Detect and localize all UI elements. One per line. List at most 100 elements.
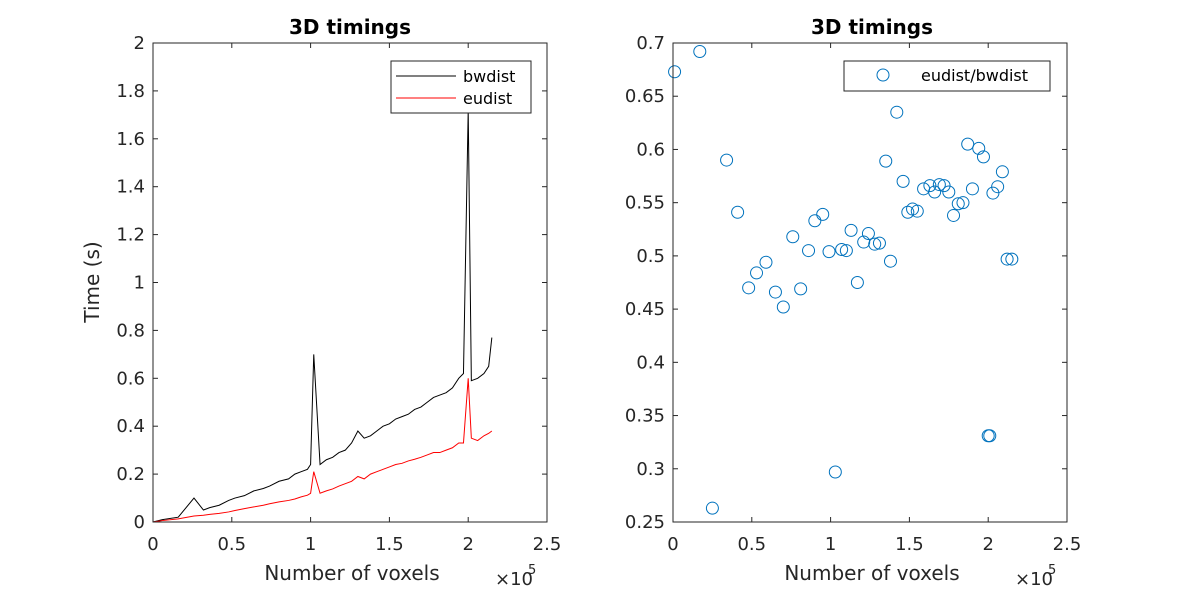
scatter-point xyxy=(951,197,965,211)
y-tick-label: 0.45 xyxy=(625,299,665,320)
left-plot-area xyxy=(152,110,493,523)
scatter-point xyxy=(965,182,979,196)
scatter-point xyxy=(879,154,893,168)
scatter-point xyxy=(835,243,849,257)
y-tick-label: 0.6 xyxy=(636,139,665,160)
right-x-exponent: ×10 5 xyxy=(1015,563,1056,590)
y-tick-label: 0.7 xyxy=(636,33,665,54)
scatter-point xyxy=(731,205,745,219)
scatter-point xyxy=(883,254,897,268)
x-tick-label: 1 xyxy=(825,534,836,555)
left-x-exponent-power: 5 xyxy=(528,563,536,578)
right-x-exponent-power: 5 xyxy=(1048,563,1056,578)
left-ticks: 0 0.5 1 1.5 2 2.5 0 0.2 0.4 0.6 0.8 1 1.2 1.4 1.6 1.8 2 xyxy=(116,33,561,555)
scatter-point xyxy=(896,174,910,188)
scatter-point xyxy=(928,185,942,199)
left-axes: 3D timings Number of voxels Time (s) ×10… xyxy=(80,15,561,590)
scatter-point xyxy=(890,105,904,119)
scatter-point xyxy=(857,235,871,249)
left-x-axis-label: Number of voxels xyxy=(264,561,439,585)
y-tick-label: 1.2 xyxy=(116,225,145,246)
scatter-point xyxy=(868,237,882,251)
x-tick-label: 1 xyxy=(305,534,316,555)
scatter-point xyxy=(759,255,773,269)
right-legend: eudist/bwdist xyxy=(843,60,1051,92)
scatter-point xyxy=(816,207,830,221)
scatter-point xyxy=(961,137,975,151)
legend-label-eudist: eudist xyxy=(463,89,512,108)
x-tick-label: 0 xyxy=(667,534,678,555)
left-legend: bwdist eudist xyxy=(390,60,532,114)
scatter-point xyxy=(956,196,970,210)
series-line-eudist xyxy=(152,378,493,523)
y-tick-label: 0.2 xyxy=(116,464,145,485)
scatter-point xyxy=(942,185,956,199)
legend-marker-eudist-bwdist xyxy=(876,68,890,82)
right-legend-box xyxy=(843,60,1051,92)
scatter-point xyxy=(947,208,961,222)
scatter-point xyxy=(901,205,915,219)
scatter-point xyxy=(839,244,853,258)
scatter-point xyxy=(1000,252,1014,266)
y-tick-label: 0.8 xyxy=(116,320,145,341)
scatter-point xyxy=(937,179,951,193)
scatter-point xyxy=(923,179,937,193)
x-tick-label: 2 xyxy=(462,534,473,555)
right-x-exponent-base: ×10 xyxy=(1015,569,1053,590)
series-line-bwdist xyxy=(152,110,493,523)
scatter-point xyxy=(872,236,886,250)
y-tick-label: 1 xyxy=(134,273,145,294)
y-tick-label: 0.4 xyxy=(116,416,145,437)
y-tick-label: 0.3 xyxy=(636,459,665,480)
scatter-point xyxy=(828,465,842,479)
left-chart-title: 3D timings xyxy=(289,15,411,39)
x-tick-label: 2 xyxy=(982,534,993,555)
scatter-point xyxy=(983,429,997,443)
scatter-point xyxy=(693,45,707,59)
right-ticks: 0 0.5 1 1.5 2 2.5 0.25 0.3 0.35 0.4 0.45 0.5 0.55 0.6… xyxy=(625,33,1081,555)
scatter-point xyxy=(844,223,858,237)
x-tick-label: 0 xyxy=(147,534,158,555)
scatter-point xyxy=(991,180,1005,194)
x-tick-label: 2.5 xyxy=(1053,534,1082,555)
y-tick-label: 0 xyxy=(134,512,145,533)
x-tick-label: 0.5 xyxy=(217,534,246,555)
scatter-point xyxy=(742,281,756,295)
right-x-axis-label: Number of voxels xyxy=(784,561,959,585)
scatter-point xyxy=(1005,252,1019,266)
x-tick-label: 1.5 xyxy=(895,534,924,555)
right-chart-title: 3D timings xyxy=(811,15,933,39)
legend-label-bwdist: bwdist xyxy=(463,67,515,86)
x-tick-label: 2.5 xyxy=(533,534,562,555)
y-tick-label: 1.8 xyxy=(116,81,145,102)
y-tick-label: 0.25 xyxy=(625,512,665,533)
scatter-point xyxy=(976,150,990,164)
left-x-exponent-base: ×10 xyxy=(495,569,533,590)
scatter-point xyxy=(972,141,986,155)
left-x-exponent: ×10 5 xyxy=(495,563,536,590)
right-axes: 3D timings Number of voxels ×10 5 0 0.5 1 1… xyxy=(625,15,1081,590)
scatter-point xyxy=(720,153,734,167)
scatter-point xyxy=(822,245,836,259)
x-tick-label: 0.5 xyxy=(737,534,766,555)
y-tick-label: 0.4 xyxy=(636,352,665,373)
left-y-axis-label: Time (s) xyxy=(80,241,104,323)
scatter-point xyxy=(986,186,1000,200)
right-plot-area xyxy=(668,45,1019,515)
y-tick-label: 2 xyxy=(134,33,145,54)
y-tick-label: 1.4 xyxy=(116,177,145,198)
scatter-point xyxy=(802,244,816,258)
scatter-point xyxy=(861,227,875,241)
scatter-point xyxy=(768,285,782,299)
y-tick-label: 0.65 xyxy=(625,86,665,107)
scatter-point xyxy=(850,276,864,289)
y-tick-label: 0.6 xyxy=(116,368,145,389)
scatter-point xyxy=(786,230,800,244)
scatter-point xyxy=(995,165,1009,179)
y-tick-label: 0.5 xyxy=(636,246,665,267)
scatter-point xyxy=(808,214,822,228)
scatter-point xyxy=(705,501,719,515)
scatter-point xyxy=(776,300,790,314)
scatter-point xyxy=(910,204,924,218)
